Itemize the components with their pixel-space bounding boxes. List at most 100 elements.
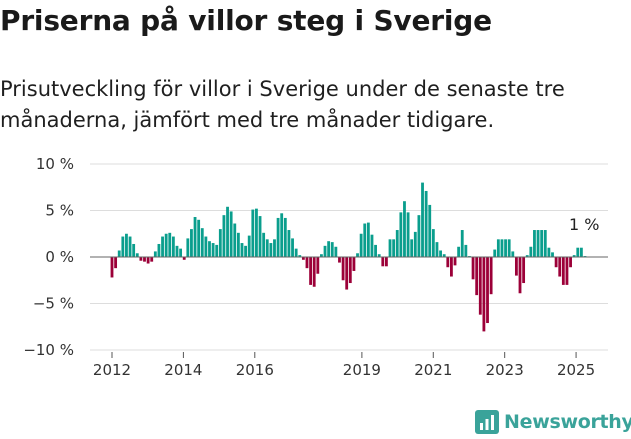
bar bbox=[348, 257, 352, 284]
bar bbox=[280, 213, 284, 257]
bar bbox=[294, 248, 298, 257]
bar bbox=[179, 248, 183, 257]
newsworthy-logo-icon bbox=[475, 410, 499, 434]
x-tick-label: 2019 bbox=[343, 361, 381, 379]
x-tick-label: 2025 bbox=[557, 361, 595, 379]
grid-lines bbox=[90, 163, 608, 351]
brand-logo[interactable]: Newsworthy bbox=[475, 408, 631, 436]
bar bbox=[175, 245, 179, 257]
y-tick-label: −10 % bbox=[23, 341, 74, 359]
bar bbox=[204, 236, 208, 257]
chart-subtitle: Prisutveckling för villor i Sverige unde… bbox=[0, 77, 565, 132]
bar bbox=[457, 246, 461, 257]
latest-value-annotation: 1 % bbox=[569, 215, 599, 234]
bar bbox=[489, 257, 493, 295]
bar bbox=[446, 257, 450, 268]
bar bbox=[146, 257, 150, 264]
bar bbox=[200, 228, 204, 257]
bar bbox=[301, 257, 305, 260]
bar bbox=[388, 239, 392, 257]
bar bbox=[168, 232, 172, 257]
bar bbox=[117, 250, 121, 257]
bar bbox=[323, 245, 327, 257]
bar bbox=[406, 212, 410, 257]
bar bbox=[197, 219, 201, 257]
bar bbox=[330, 242, 334, 257]
bar bbox=[385, 257, 388, 267]
bar bbox=[186, 238, 190, 257]
bar bbox=[399, 212, 403, 257]
bar bbox=[460, 230, 464, 257]
bars bbox=[110, 182, 587, 332]
bar bbox=[218, 229, 222, 257]
bar bbox=[518, 257, 522, 294]
bar bbox=[229, 211, 233, 257]
bar bbox=[543, 230, 547, 257]
bar bbox=[341, 257, 345, 281]
bar bbox=[507, 239, 511, 257]
x-tick-label: 2023 bbox=[486, 361, 524, 379]
bar bbox=[417, 215, 421, 257]
bar bbox=[334, 246, 338, 257]
x-tick-label: 2021 bbox=[414, 361, 452, 379]
bar bbox=[453, 257, 457, 266]
bar bbox=[244, 245, 248, 257]
bar bbox=[450, 257, 453, 277]
bar bbox=[226, 206, 229, 257]
bar bbox=[121, 236, 125, 257]
bar bbox=[431, 229, 435, 257]
bar bbox=[482, 257, 486, 332]
bar bbox=[356, 253, 359, 257]
bar bbox=[114, 257, 118, 269]
bar bbox=[211, 243, 215, 257]
bar bbox=[522, 257, 526, 284]
bar bbox=[139, 257, 143, 261]
bar bbox=[157, 243, 161, 257]
bar bbox=[298, 255, 302, 257]
bar bbox=[551, 252, 554, 257]
bar bbox=[395, 230, 399, 257]
bar bbox=[403, 201, 406, 257]
bar bbox=[565, 257, 569, 285]
bar bbox=[428, 204, 432, 257]
bar bbox=[511, 251, 515, 257]
bar bbox=[410, 239, 414, 257]
bar bbox=[413, 231, 417, 257]
bar bbox=[525, 255, 529, 257]
bar bbox=[273, 239, 276, 257]
bar bbox=[309, 257, 312, 285]
bar bbox=[316, 257, 320, 274]
bar bbox=[161, 236, 164, 257]
x-tick-label: 2016 bbox=[236, 361, 274, 379]
bar bbox=[287, 230, 291, 257]
bar bbox=[236, 232, 240, 257]
bar bbox=[363, 223, 367, 257]
bar bbox=[536, 230, 540, 257]
bar bbox=[370, 234, 374, 257]
bar bbox=[493, 249, 497, 257]
y-axis: 10 % 5 % 0 % −5 % −10 % bbox=[23, 155, 74, 359]
bar bbox=[496, 239, 500, 257]
bar bbox=[478, 257, 482, 315]
bar bbox=[500, 239, 504, 257]
bar bbox=[182, 257, 186, 260]
bar bbox=[262, 232, 266, 257]
bar bbox=[283, 217, 287, 257]
bar bbox=[392, 239, 396, 257]
bar bbox=[208, 241, 211, 257]
bar bbox=[110, 257, 114, 278]
bar bbox=[547, 247, 551, 257]
bar bbox=[366, 222, 370, 257]
y-tick-label: 0 % bbox=[45, 248, 74, 266]
bar bbox=[258, 216, 262, 257]
bar bbox=[143, 257, 146, 262]
x-tick-label: 2012 bbox=[93, 361, 131, 379]
bar bbox=[558, 257, 562, 277]
y-tick-label: 5 % bbox=[45, 202, 74, 220]
x-tick-label: 2014 bbox=[164, 361, 202, 379]
bar bbox=[190, 229, 193, 257]
bar bbox=[576, 247, 580, 257]
x-axis: 2012 2014 2016 2019 2021 2023 2025 bbox=[93, 352, 595, 379]
bar bbox=[377, 254, 381, 257]
